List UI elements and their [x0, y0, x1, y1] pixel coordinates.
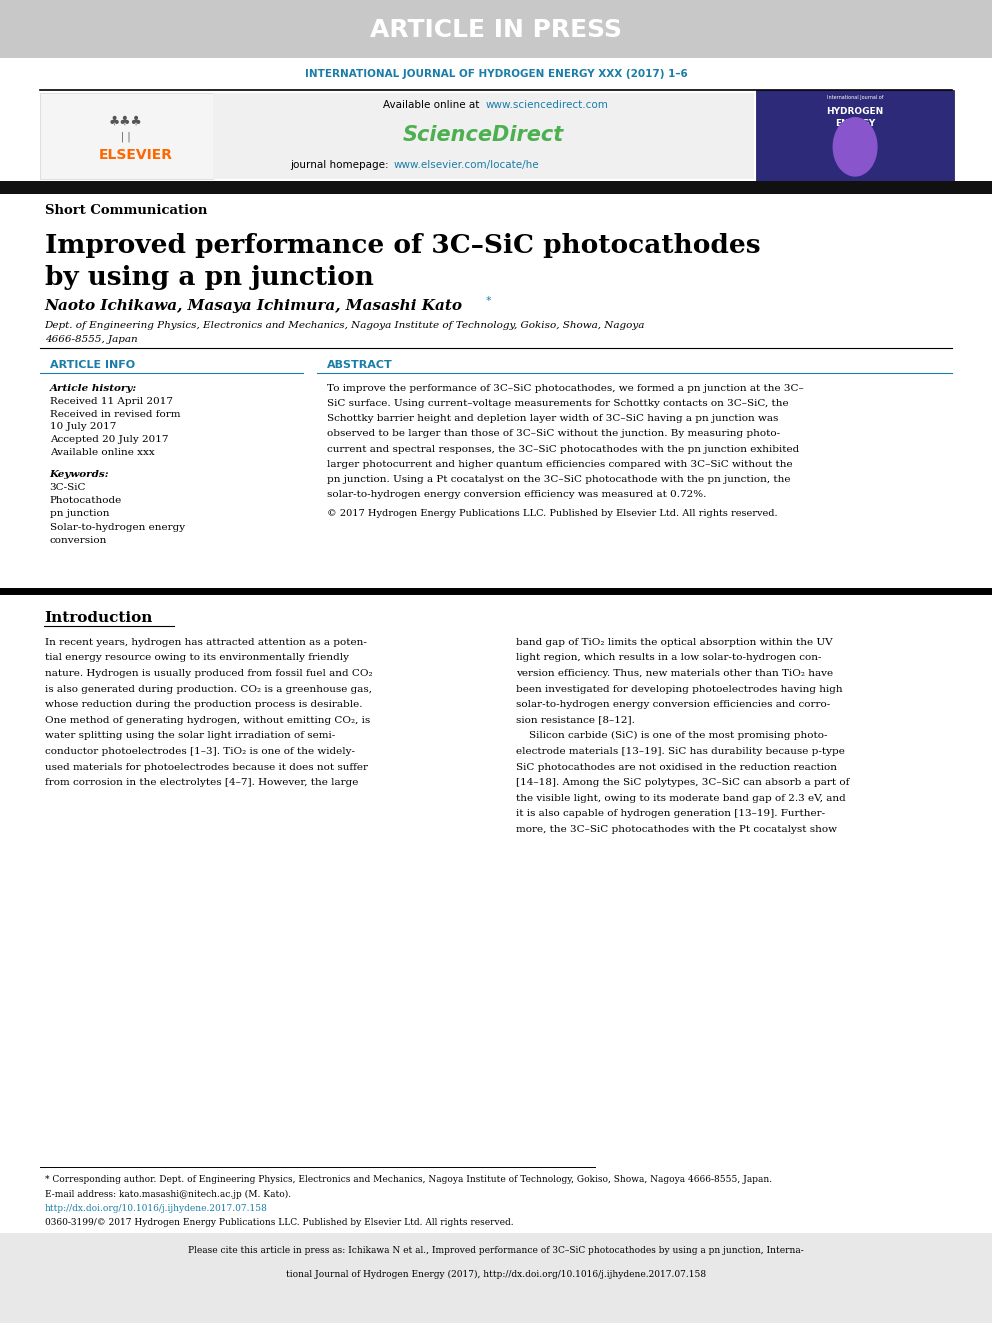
Text: 4666-8555, Japan: 4666-8555, Japan — [45, 335, 137, 344]
Text: Improved performance of 3C–SiC photocathodes: Improved performance of 3C–SiC photocath… — [45, 233, 760, 258]
Text: sion resistance [8–12].: sion resistance [8–12]. — [516, 716, 635, 725]
Text: pn junction. Using a Pt cocatalyst on the 3C–SiC photocathode with the pn juncti: pn junction. Using a Pt cocatalyst on th… — [327, 475, 791, 484]
Text: HYDROGEN: HYDROGEN — [826, 107, 884, 115]
Text: To improve the performance of 3C–SiC photocathodes, we formed a pn junction at t: To improve the performance of 3C–SiC pho… — [327, 384, 805, 393]
Text: by using a pn junction: by using a pn junction — [45, 265, 374, 290]
Text: One method of generating hydrogen, without emitting CO₂, is: One method of generating hydrogen, witho… — [45, 716, 370, 725]
Text: is also generated during production. CO₂ is a greenhouse gas,: is also generated during production. CO₂… — [45, 684, 372, 693]
Text: version efficiency. Thus, new materials other than TiO₂ have: version efficiency. Thus, new materials … — [516, 669, 833, 677]
Text: Solar-to-hydrogen energy: Solar-to-hydrogen energy — [50, 523, 185, 532]
Circle shape — [833, 118, 877, 176]
Text: from corrosion in the electrolytes [4–7]. However, the large: from corrosion in the electrolytes [4–7]… — [45, 778, 358, 787]
Text: ARTICLE IN PRESS: ARTICLE IN PRESS — [370, 17, 622, 42]
Text: http://dx.doi.org/10.1016/j.ijhydene.2017.07.158: http://dx.doi.org/10.1016/j.ijhydene.201… — [45, 1204, 268, 1213]
Text: E-mail address: kato.masashi@nitech.ac.jp (M. Kato).: E-mail address: kato.masashi@nitech.ac.j… — [45, 1189, 291, 1199]
Text: tional Journal of Hydrogen Energy (2017), http://dx.doi.org/10.1016/j.ijhydene.2: tional Journal of Hydrogen Energy (2017)… — [286, 1270, 706, 1279]
Text: larger photocurrent and higher quantum efficiencies compared with 3C–SiC without: larger photocurrent and higher quantum e… — [327, 459, 793, 468]
Text: www.sciencedirect.com: www.sciencedirect.com — [485, 99, 608, 110]
Text: © 2017 Hydrogen Energy Publications LLC. Published by Elsevier Ltd. All rights r: © 2017 Hydrogen Energy Publications LLC.… — [327, 509, 778, 519]
Text: current and spectral responses, the 3C–SiC photocathodes with the pn junction ex: current and spectral responses, the 3C–S… — [327, 445, 800, 454]
Text: *: * — [486, 296, 492, 307]
Text: light region, which results in a low solar-to-hydrogen con-: light region, which results in a low sol… — [516, 654, 821, 663]
Text: Keywords:: Keywords: — [50, 470, 109, 479]
FancyBboxPatch shape — [213, 93, 754, 179]
Text: nature. Hydrogen is usually produced from fossil fuel and CO₂: nature. Hydrogen is usually produced fro… — [45, 669, 372, 677]
Text: conversion: conversion — [50, 536, 107, 545]
Text: SiC surface. Using current–voltage measurements for Schottky contacts on 3C–SiC,: SiC surface. Using current–voltage measu… — [327, 400, 789, 407]
Text: been investigated for developing photoelectrodes having high: been investigated for developing photoel… — [516, 684, 842, 693]
Text: conductor photoelectrodes [1–3]. TiO₂ is one of the widely-: conductor photoelectrodes [1–3]. TiO₂ is… — [45, 747, 355, 755]
Text: ScienceDirect: ScienceDirect — [403, 124, 563, 146]
Text: observed to be larger than those of 3C–SiC without the junction. By measuring ph: observed to be larger than those of 3C–S… — [327, 429, 781, 438]
Text: INTERNATIONAL JOURNAL OF HYDROGEN ENERGY XXX (2017) 1–6: INTERNATIONAL JOURNAL OF HYDROGEN ENERGY… — [305, 69, 687, 79]
Text: ABSTRACT: ABSTRACT — [327, 360, 393, 370]
Text: band gap of TiO₂ limits the optical absorption within the UV: band gap of TiO₂ limits the optical abso… — [516, 638, 832, 647]
Text: 10 July 2017: 10 July 2017 — [50, 422, 116, 431]
Text: tial energy resource owing to its environmentally friendly: tial energy resource owing to its enviro… — [45, 654, 348, 663]
Text: [14–18]. Among the SiC polytypes, 3C–SiC can absorb a part of: [14–18]. Among the SiC polytypes, 3C–SiC… — [516, 778, 849, 787]
Text: journal homepage:: journal homepage: — [290, 160, 392, 171]
Text: 3C-SiC: 3C-SiC — [50, 483, 86, 492]
FancyBboxPatch shape — [0, 181, 992, 194]
Text: International Journal of: International Journal of — [827, 95, 883, 101]
Text: solar-to-hydrogen energy conversion efficiencies and corro-: solar-to-hydrogen energy conversion effi… — [516, 700, 830, 709]
Text: whose reduction during the production process is desirable.: whose reduction during the production pr… — [45, 700, 362, 709]
Text: solar-to-hydrogen energy conversion efficiency was measured at 0.72%.: solar-to-hydrogen energy conversion effi… — [327, 490, 706, 499]
Text: Photocathode: Photocathode — [50, 496, 122, 505]
FancyBboxPatch shape — [40, 93, 213, 179]
Text: Article history:: Article history: — [50, 384, 137, 393]
FancyBboxPatch shape — [756, 90, 954, 183]
Text: the visible light, owing to its moderate band gap of 2.3 eV, and: the visible light, owing to its moderate… — [516, 794, 845, 803]
Text: 0360-3199/© 2017 Hydrogen Energy Publications LLC. Published by Elsevier Ltd. Al: 0360-3199/© 2017 Hydrogen Energy Publica… — [45, 1218, 513, 1228]
Text: water splitting using the solar light irradiation of semi-: water splitting using the solar light ir… — [45, 732, 335, 741]
Text: used materials for photoelectrodes because it does not suffer: used materials for photoelectrodes becau… — [45, 762, 368, 771]
Text: Introduction: Introduction — [45, 611, 153, 626]
Text: Silicon carbide (SiC) is one of the most promising photo-: Silicon carbide (SiC) is one of the most… — [516, 732, 827, 741]
Text: * Corresponding author. Dept. of Engineering Physics, Electronics and Mechanics,: * Corresponding author. Dept. of Enginee… — [45, 1175, 772, 1184]
FancyBboxPatch shape — [0, 0, 992, 58]
Text: Available online xxx: Available online xxx — [50, 448, 155, 458]
Text: Available online at: Available online at — [384, 99, 483, 110]
Text: Dept. of Engineering Physics, Electronics and Mechanics, Nagoya Institute of Tec: Dept. of Engineering Physics, Electronic… — [45, 321, 645, 331]
Text: ARTICLE INFO: ARTICLE INFO — [50, 360, 135, 370]
Text: Naoto Ichikawa, Masaya Ichimura, Masashi Kato: Naoto Ichikawa, Masaya Ichimura, Masashi… — [45, 299, 462, 314]
Text: pn junction: pn junction — [50, 509, 109, 519]
Text: electrode materials [13–19]. SiC has durability because p-type: electrode materials [13–19]. SiC has dur… — [516, 747, 845, 755]
Text: Short Communication: Short Communication — [45, 204, 207, 217]
Text: Received 11 April 2017: Received 11 April 2017 — [50, 397, 173, 406]
Text: more, the 3C–SiC photocathodes with the Pt cocatalyst show: more, the 3C–SiC photocathodes with the … — [516, 826, 837, 833]
Text: Schottky barrier height and depletion layer width of 3C–SiC having a pn junction: Schottky barrier height and depletion la… — [327, 414, 779, 423]
Text: Please cite this article in press as: Ichikawa N et al., Improved performance of: Please cite this article in press as: Ic… — [188, 1246, 804, 1256]
Text: Received in revised form: Received in revised form — [50, 410, 181, 419]
Text: www.elsevier.com/locate/he: www.elsevier.com/locate/he — [394, 160, 540, 171]
Text: Accepted 20 July 2017: Accepted 20 July 2017 — [50, 435, 168, 445]
Text: ENERGY: ENERGY — [835, 119, 875, 127]
Text: ♣♣♣: ♣♣♣ — [109, 115, 143, 128]
Text: ELSEVIER: ELSEVIER — [99, 148, 174, 161]
Text: In recent years, hydrogen has attracted attention as a poten-: In recent years, hydrogen has attracted … — [45, 638, 366, 647]
Text: | |: | | — [121, 131, 131, 142]
Text: it is also capable of hydrogen generation [13–19]. Further-: it is also capable of hydrogen generatio… — [516, 810, 825, 819]
FancyBboxPatch shape — [0, 1233, 992, 1323]
Text: SiC photocathodes are not oxidised in the reduction reaction: SiC photocathodes are not oxidised in th… — [516, 762, 837, 771]
